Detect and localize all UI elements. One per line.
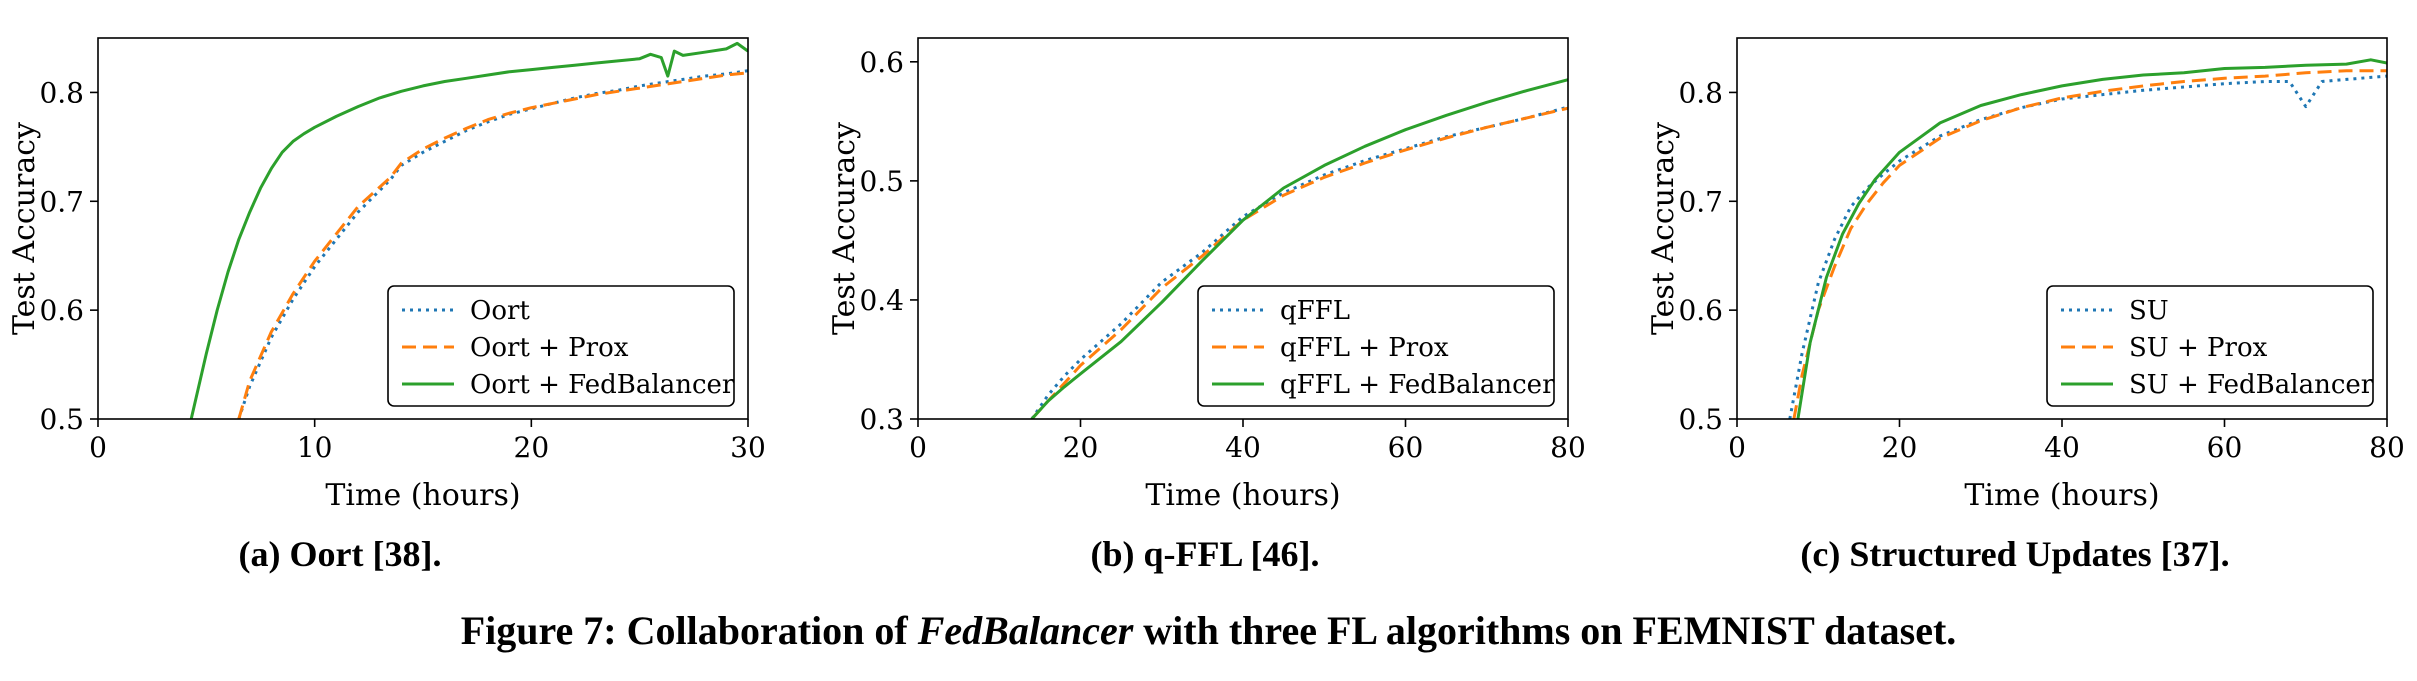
legend-label: qFFL + Prox (1280, 333, 1449, 363)
legend-box (387, 285, 735, 407)
legend-label: SU + FedBalancer (2129, 370, 2374, 400)
legend-label: SU (2129, 296, 2169, 326)
figure-caption-prefix: Figure 7: Collaboration of (460, 608, 918, 653)
y-tick-label: 0.5 (859, 165, 904, 198)
y-axis-label: Test Accuracy (1646, 122, 1681, 335)
legend-label: SU + Prox (2129, 333, 2268, 363)
legend-label: Oort + Prox (470, 333, 629, 363)
x-tick-label: 20 (1063, 431, 1099, 464)
y-tick-label: 0.8 (39, 76, 84, 109)
x-tick-label: 0 (1728, 431, 1746, 464)
subcaption-b: (b) q-FFL [46]. (1090, 534, 1320, 574)
x-axis-label: Time (hours) (1145, 478, 1340, 513)
figure-caption: Figure 7: Collaboration of FedBalancer w… (0, 607, 2417, 654)
legend-label: Oort (470, 296, 530, 326)
series-line-oort (237, 69, 748, 419)
chart-panel-2: 0 20 40 60 80 0.3 0.4 0.5 0.6 Time (hours) Test Ac… (827, 37, 1586, 513)
series-line-qffl-prox (1030, 106, 1568, 419)
y-tick-label: 0.5 (1678, 403, 1723, 436)
y-tick-label: 0.8 (1678, 76, 1723, 109)
y-axis-label: Test Accuracy (827, 122, 862, 335)
series-line-su-prox (1792, 69, 2387, 419)
series-line-su-fedbalancer (1796, 58, 2387, 419)
x-tick-label: 0 (909, 431, 927, 464)
legend-label: qFFL (1280, 296, 1350, 326)
x-tick-label: 30 (730, 431, 766, 464)
figure-caption-method: FedBalancer (917, 608, 1134, 653)
series-line-oort-prox (237, 71, 748, 419)
x-axis-label: Time (hours) (1964, 478, 2159, 513)
legend-box (2046, 285, 2374, 407)
chart-panel-1: 0 10 20 30 0.5 0.6 0.7 0.8 Time (hours) Test Accu… (7, 37, 766, 513)
y-tick-label: 0.7 (1678, 185, 1723, 218)
x-tick-label: 20 (1882, 431, 1918, 464)
subcaption-a: (a) Oort [38]. (238, 534, 442, 574)
chart-panel-3: 0 20 40 60 80 0.5 0.6 0.7 0.8 Time (hours) Test Ac… (1646, 37, 2405, 513)
plot-frame (97, 37, 749, 420)
x-tick-label: 40 (2044, 431, 2080, 464)
legend-box (1197, 285, 1555, 407)
y-tick-label: 0.3 (859, 403, 904, 436)
x-tick-label: 80 (2369, 431, 2405, 464)
series-line-qffl (1030, 105, 1568, 419)
x-tick-label: 80 (1550, 431, 1586, 464)
series-line-oort-fedbalancer (189, 41, 748, 419)
subcaption-c: (c) Structured Updates [37]. (1800, 534, 2230, 574)
legend-label: Oort + FedBalancer (470, 370, 735, 400)
figure-caption-suffix: with three FL algorithms on FEMNIST data… (1133, 608, 1957, 653)
x-tick-label: 0 (89, 431, 107, 464)
y-tick-label: 0.6 (1678, 294, 1723, 327)
x-tick-label: 20 (514, 431, 550, 464)
series-line-qffl-fedbalancer (1030, 78, 1568, 419)
y-tick-label: 0.4 (859, 284, 904, 317)
y-tick-label: 0.6 (859, 46, 904, 79)
y-tick-label: 0.5 (39, 403, 84, 436)
x-axis-label: Time (hours) (325, 478, 520, 513)
x-tick-label: 60 (2207, 431, 2243, 464)
legend-label: qFFL + FedBalancer (1280, 370, 1555, 400)
x-tick-label: 60 (1388, 431, 1424, 464)
y-tick-label: 0.6 (39, 294, 84, 327)
y-axis-label: Test Accuracy (7, 122, 42, 335)
x-tick-label: 40 (1225, 431, 1261, 464)
y-tick-label: 0.7 (39, 185, 84, 218)
x-tick-label: 10 (297, 431, 333, 464)
